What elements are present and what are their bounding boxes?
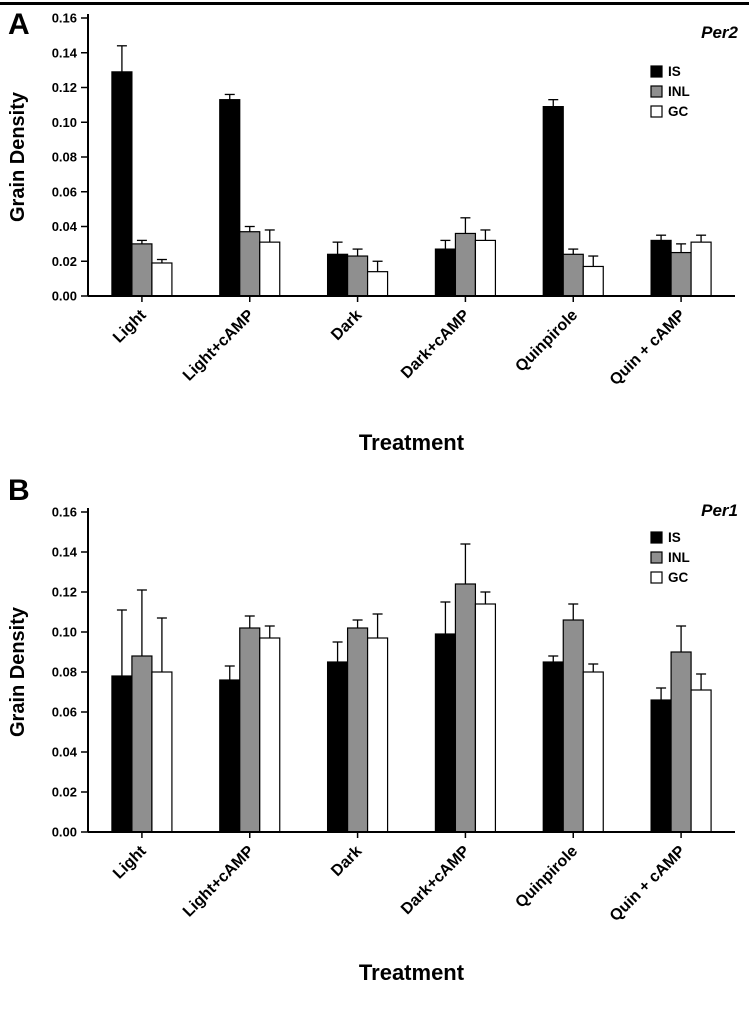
- bar-is: [219, 99, 241, 297]
- legend-swatch-is: [650, 65, 663, 78]
- y-tick-label: 0.00: [52, 289, 77, 304]
- x-tick-label: Quinpirole: [512, 307, 581, 376]
- bar-gc: [690, 241, 712, 297]
- bar-gc: [151, 262, 173, 297]
- x-tick-label: Quin + cAMP: [607, 307, 689, 389]
- x-tick-label: Dark: [328, 307, 365, 344]
- legend-label-gc: GC: [668, 104, 689, 119]
- y-tick-label: 0.06: [52, 705, 77, 720]
- legend-label-is: IS: [668, 64, 681, 79]
- bar-inl: [346, 255, 369, 297]
- x-tick-label: Dark+cAMP: [398, 843, 473, 918]
- bar-gc: [582, 265, 604, 297]
- x-axis-label: Treatment: [359, 960, 465, 985]
- bar-gc: [151, 671, 173, 833]
- bar-is: [111, 675, 133, 833]
- bar-gc: [474, 239, 497, 297]
- y-tick-label: 0.04: [52, 219, 78, 234]
- legend-swatch-inl: [650, 551, 663, 564]
- bar-is: [542, 106, 564, 297]
- bar-inl: [670, 251, 692, 297]
- x-tick-label: Light: [110, 842, 150, 882]
- y-tick-label: 0.12: [52, 585, 77, 600]
- legend-swatch-gc: [650, 571, 663, 584]
- bar-is: [111, 71, 133, 297]
- y-tick-label: 0.08: [52, 150, 77, 165]
- bar-gc: [690, 689, 712, 833]
- legend-swatch-gc: [650, 105, 663, 118]
- bar-inl: [131, 655, 153, 833]
- y-tick-label: 0.08: [52, 665, 77, 680]
- y-axis-label: Grain Density: [7, 606, 29, 737]
- bar-inl: [670, 651, 692, 833]
- y-tick-label: 0.16: [52, 11, 77, 26]
- x-tick-label: Light: [110, 306, 150, 346]
- bar-is: [542, 661, 564, 833]
- y-tick-label: 0.00: [52, 825, 77, 840]
- y-tick-label: 0.02: [52, 254, 77, 269]
- top-border-rule: [0, 2, 749, 5]
- y-tick-label: 0.10: [52, 625, 77, 640]
- bar-inl: [131, 243, 153, 297]
- y-axis-label: Grain Density: [7, 91, 29, 222]
- x-axis-label: Treatment: [359, 430, 465, 455]
- bar-inl: [239, 231, 261, 297]
- x-tick-label: Light+cAMP: [180, 307, 258, 385]
- legend-swatch-is: [650, 531, 663, 544]
- bar-inl: [562, 253, 584, 297]
- legend-label-inl: INL: [668, 84, 690, 99]
- y-tick-label: 0.06: [52, 184, 77, 199]
- bar-gc: [366, 637, 389, 833]
- x-tick-label: Dark+cAMP: [398, 307, 473, 382]
- y-tick-label: 0.10: [52, 115, 77, 130]
- legend-label-inl: INL: [668, 550, 690, 565]
- bar-inl: [454, 583, 477, 833]
- bar-is: [219, 679, 241, 833]
- x-tick-label: Light+cAMP: [180, 843, 258, 921]
- bar-inl: [562, 619, 584, 833]
- bar-gc: [582, 671, 604, 833]
- legend-swatch-inl: [650, 85, 663, 98]
- chart-panel-a: 0.00 0.02 0.04 0.06 0.08 0.10 0.12 0.14 0.16 Ligh…: [7, 8, 739, 455]
- bar-inl: [454, 232, 477, 297]
- x-tick-label: Quinpirole: [512, 843, 581, 912]
- legend-title: Per1: [701, 501, 738, 520]
- legend-label-gc: GC: [668, 570, 689, 585]
- bar-is: [326, 661, 349, 833]
- bar-gc: [366, 271, 389, 297]
- x-tick-label: Dark: [328, 843, 365, 880]
- y-tick-label: 0.02: [52, 785, 77, 800]
- bar-is: [326, 253, 349, 297]
- legend-label-is: IS: [668, 530, 681, 545]
- panel-letter: A: [8, 8, 30, 41]
- chart-panel-b: 0.00 0.02 0.04 0.06 0.08 0.10 0.12 0.14 0.16 Ligh…: [7, 474, 738, 985]
- bar-is: [650, 699, 672, 833]
- bar-inl: [346, 627, 369, 833]
- bar-gc: [474, 603, 497, 833]
- bar-is: [650, 239, 672, 297]
- y-tick-label: 0.14: [52, 45, 78, 60]
- bar-is: [434, 633, 457, 833]
- y-tick-label: 0.16: [52, 505, 77, 520]
- y-tick-label: 0.04: [52, 745, 78, 760]
- y-tick-label: 0.12: [52, 80, 77, 95]
- bar-inl: [239, 627, 261, 833]
- bar-is: [434, 248, 457, 297]
- legend-title: Per2: [701, 23, 738, 42]
- bar-gc: [259, 241, 281, 297]
- bar-gc: [259, 637, 281, 833]
- panel-letter: B: [8, 474, 30, 507]
- y-tick-label: 0.14: [52, 545, 78, 560]
- x-tick-label: Quin + cAMP: [607, 843, 689, 925]
